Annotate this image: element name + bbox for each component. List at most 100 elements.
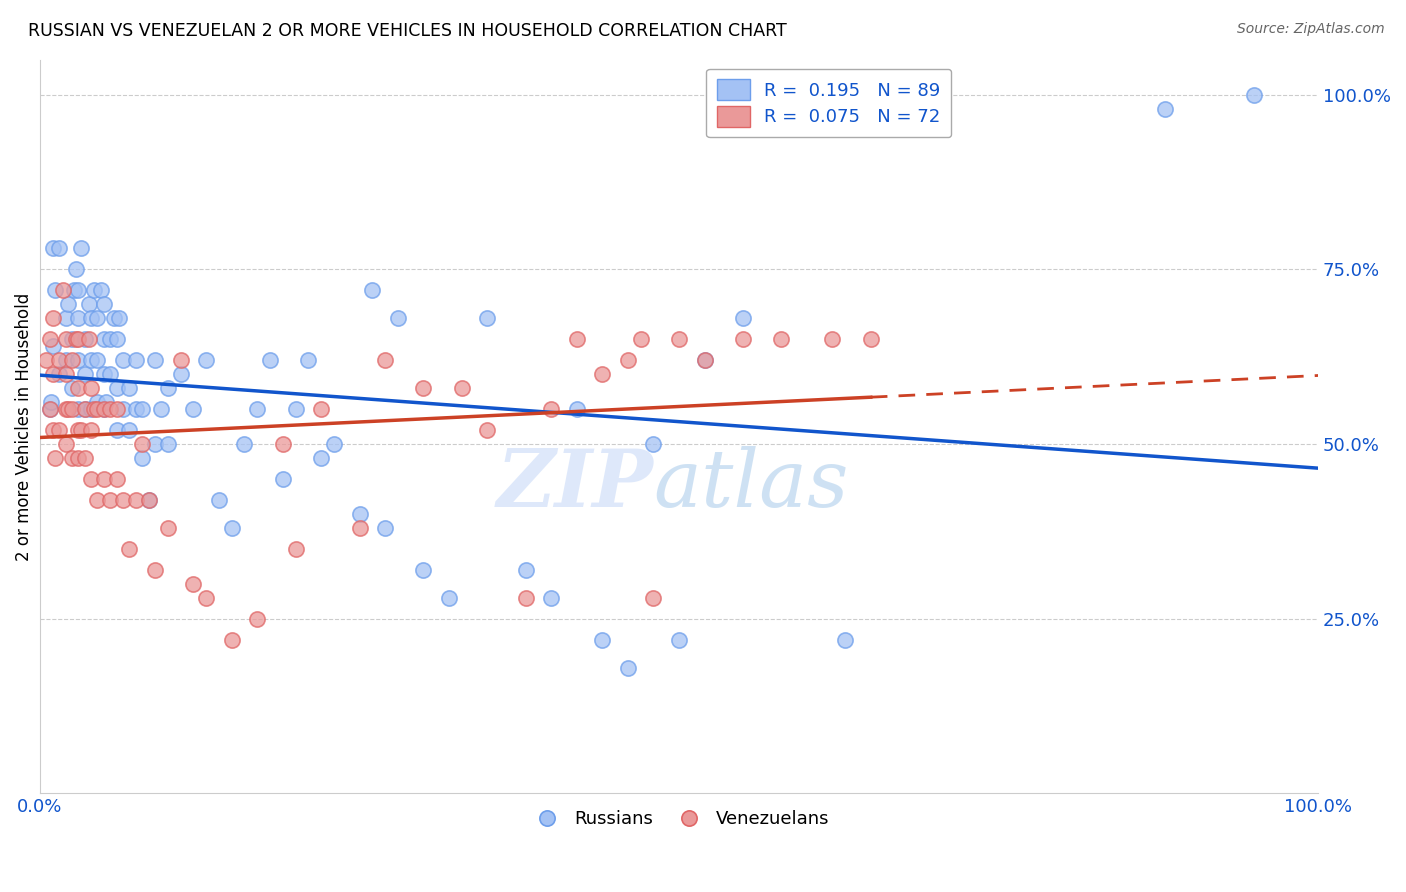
Point: [48, 353, 70, 368]
Point: [668, 632, 690, 647]
Point: [98, 492, 121, 507]
Point: [105, 332, 128, 346]
Point: [86, 492, 108, 507]
Point: [83, 283, 105, 297]
Point: [73, 367, 96, 381]
Point: [412, 563, 434, 577]
Point: [70, 423, 93, 437]
Point: [73, 402, 96, 417]
Point: [65, 332, 87, 346]
Point: [169, 367, 191, 381]
Point: [105, 423, 128, 437]
Text: RUSSIAN VS VENEZUELAN 2 OR MORE VEHICLES IN HOUSEHOLD CORRELATION CHART: RUSSIAN VS VENEZUELAN 2 OR MORE VEHICLES…: [28, 22, 787, 40]
Point: [77, 332, 100, 346]
Point: [55, 402, 77, 417]
Point: [60, 402, 83, 417]
Point: [195, 353, 218, 368]
Y-axis label: 2 or more Vehicles in Household: 2 or more Vehicles in Household: [15, 293, 32, 560]
Point: [591, 367, 613, 381]
Point: [80, 353, 103, 368]
Point: [374, 521, 396, 535]
Point: [125, 353, 148, 368]
Point: [125, 402, 148, 417]
Point: [93, 402, 115, 417]
Point: [323, 437, 346, 451]
Point: [387, 311, 409, 326]
Point: [67, 423, 90, 437]
Point: [450, 381, 472, 395]
Point: [105, 381, 128, 395]
Point: [143, 353, 166, 368]
Point: [96, 395, 118, 409]
Text: ZIP: ZIP: [496, 446, 654, 524]
Point: [131, 437, 153, 451]
Point: [221, 521, 243, 535]
Point: [83, 402, 105, 417]
Point: [44, 283, 66, 297]
Point: [169, 353, 191, 368]
Point: [271, 472, 294, 486]
Point: [437, 591, 460, 605]
Point: [731, 311, 754, 326]
Point: [477, 311, 499, 326]
Point: [80, 381, 103, 395]
Point: [131, 402, 153, 417]
Point: [70, 241, 93, 255]
Point: [284, 402, 307, 417]
Point: [80, 402, 103, 417]
Point: [55, 437, 77, 451]
Point: [591, 632, 613, 647]
Point: [52, 283, 75, 297]
Point: [309, 402, 332, 417]
Point: [515, 591, 537, 605]
Point: [55, 311, 77, 326]
Point: [859, 332, 882, 346]
Point: [35, 353, 58, 368]
Point: [48, 367, 70, 381]
Point: [112, 492, 135, 507]
Point: [93, 402, 115, 417]
Point: [42, 367, 65, 381]
Point: [246, 612, 269, 626]
Point: [271, 437, 294, 451]
Point: [67, 353, 90, 368]
Point: [693, 353, 716, 368]
Point: [374, 353, 396, 368]
Point: [693, 353, 716, 368]
Point: [138, 492, 160, 507]
Point: [349, 507, 371, 521]
Point: [630, 332, 652, 346]
Point: [56, 402, 79, 417]
Point: [477, 423, 499, 437]
Point: [108, 311, 131, 326]
Point: [39, 402, 62, 417]
Point: [42, 311, 65, 326]
Point: [208, 492, 231, 507]
Point: [60, 450, 83, 465]
Point: [515, 563, 537, 577]
Point: [86, 402, 108, 417]
Point: [259, 353, 281, 368]
Point: [42, 423, 65, 437]
Point: [112, 353, 135, 368]
Point: [55, 367, 77, 381]
Point: [65, 262, 87, 277]
Point: [98, 402, 121, 417]
Point: [60, 353, 83, 368]
Point: [156, 437, 179, 451]
Point: [617, 353, 640, 368]
Point: [73, 450, 96, 465]
Point: [55, 332, 77, 346]
Point: [86, 353, 108, 368]
Text: Source: ZipAtlas.com: Source: ZipAtlas.com: [1237, 22, 1385, 37]
Point: [138, 492, 160, 507]
Point: [60, 381, 83, 395]
Point: [349, 521, 371, 535]
Point: [48, 241, 70, 255]
Point: [67, 283, 90, 297]
Point: [67, 332, 90, 346]
Point: [643, 437, 665, 451]
Point: [195, 591, 218, 605]
Point: [48, 423, 70, 437]
Point: [143, 437, 166, 451]
